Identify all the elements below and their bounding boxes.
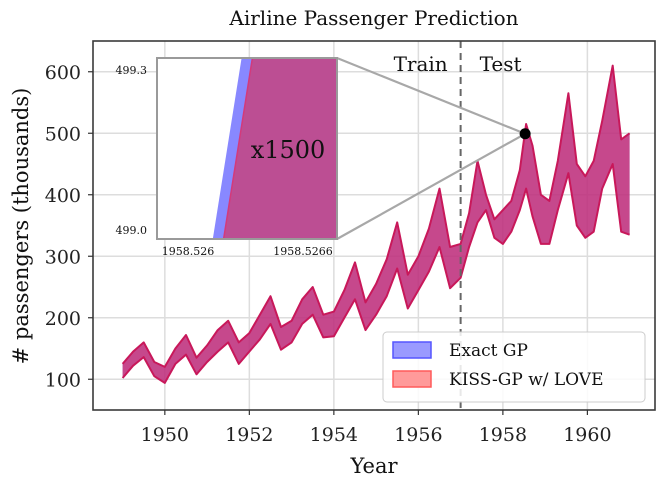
inset-ytick-bottom: 499.0	[116, 224, 148, 237]
y-tick-label: 400	[45, 185, 81, 207]
x-axis-title: Year	[349, 454, 398, 478]
legend-label-kiss-gp: KISS-GP w/ LOVE	[449, 370, 604, 390]
chart-title: Airline Passenger Prediction	[228, 6, 518, 30]
x-tick-label: 1956	[394, 424, 442, 446]
inset-kiss-gp-edge	[222, 58, 254, 239]
inset-xtick-left: 1958.526	[162, 245, 215, 258]
y-tick-label: 300	[45, 246, 81, 268]
zoom-connector-bottom	[336, 132, 526, 240]
x-tick-label: 1958	[479, 424, 527, 446]
zoom-inset: x1500 499.3 499.0 1958.526 1958.5266	[116, 57, 338, 258]
band-lower-line	[121, 163, 630, 384]
legend-box	[382, 331, 646, 403]
inset-ytick-top: 499.3	[116, 64, 148, 77]
plot-border	[92, 40, 656, 411]
x-tick-label: 1950	[141, 424, 189, 446]
x-tick-label: 1952	[225, 424, 273, 446]
x-axis-ticks: 1950 1952 1954 1956 1958 1960	[141, 410, 612, 446]
inset-xtick-right: 1958.5266	[273, 245, 333, 258]
inset-zoom-label: x1500	[251, 136, 326, 164]
y-tick-label: 100	[45, 369, 81, 391]
x-tick-label: 1954	[310, 424, 358, 446]
zoom-connector-top	[336, 56, 526, 135]
legend-label-exact-gp: Exact GP	[449, 341, 528, 361]
y-tick-label: 600	[45, 62, 81, 84]
train-region-label: Train	[394, 52, 448, 76]
legend-swatch-kiss-gp	[392, 370, 432, 388]
legend-swatch-exact-gp	[392, 341, 432, 359]
y-axis-ticks: 100 200 300 400 500 600	[45, 62, 93, 391]
test-region-label: Test	[480, 52, 522, 76]
inset-kiss-gp-region	[223, 58, 337, 239]
band-upper-line	[121, 64, 631, 368]
y-axis-title: # passengers (thousands)	[9, 88, 33, 365]
x-tick-label: 1960	[563, 424, 611, 446]
legend: Exact GP KISS-GP w/ LOVE	[382, 331, 646, 403]
y-tick-label: 200	[45, 308, 81, 330]
y-tick-label: 500	[45, 123, 81, 145]
highlight-point	[519, 128, 531, 140]
inset-frame	[156, 57, 338, 240]
